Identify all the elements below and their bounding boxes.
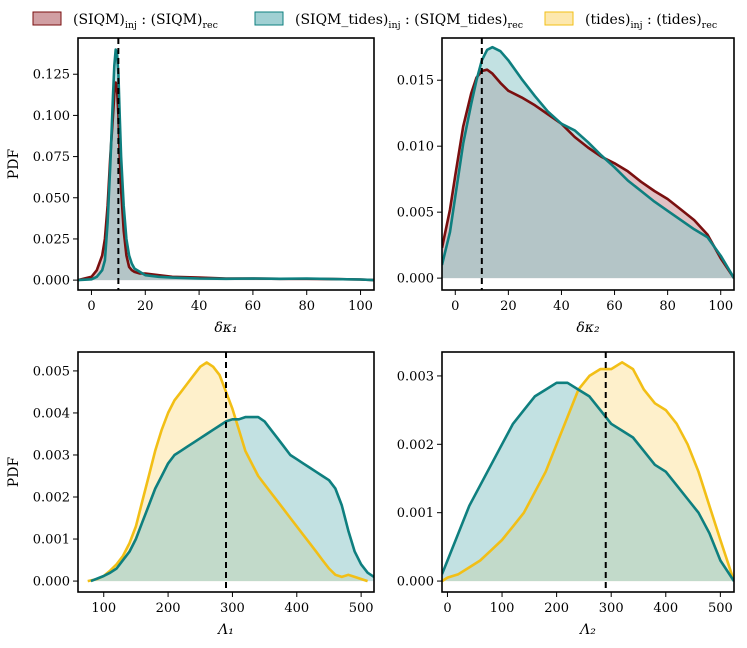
axes-frame: [441, 37, 735, 291]
density-fill-siqm_tides: [78, 49, 374, 281]
x-tick-label: 300: [220, 601, 245, 616]
y-tick-label: 0.010: [397, 140, 434, 155]
x-tick-label: 60: [245, 299, 262, 314]
panel-dk2: 0 20 40 60 80 100 0.000 0.005 0.010 0.015 δκ₂: [397, 37, 735, 336]
y-tick-label: 0.000: [33, 274, 70, 289]
legend-swatch-siqm: [32, 11, 62, 26]
legend-entry-siqm_tides: (SIQM_tides)inj : (SIQM_tides)rec: [254, 11, 523, 31]
plot-area: [87, 361, 374, 583]
density-line-tides: [442, 361, 734, 583]
x-tick-label: 100: [348, 299, 373, 314]
panel-dk1: 0 20 40 60 80 100 0.000 0.025 0.050 0.075 0.100 0.1…: [6, 37, 375, 336]
y-tick-label: 0.100: [33, 109, 70, 124]
axes-frame: [77, 37, 375, 291]
x-axis-label: Λ₁: [216, 622, 234, 638]
y-axis-label: PDF: [6, 457, 22, 488]
density-fill-siqm_tides: [90, 417, 374, 582]
y-tick-label: 0.005: [33, 364, 70, 379]
legend-label-siqm_tides: (SIQM_tides)inj : (SIQM_tides)rec: [295, 12, 523, 31]
y-tick-label: 0.002: [33, 491, 70, 506]
x-tick-label: 400: [653, 601, 678, 616]
density-fill-siqm_tides: [442, 47, 734, 279]
axes-frame: [441, 351, 735, 593]
y-tick-label: 0.050: [33, 191, 70, 206]
x-tick-label: 100: [490, 601, 515, 616]
x-tick-label: 60: [606, 299, 623, 314]
x-tick-label: 200: [544, 601, 569, 616]
density-line-tides: [87, 361, 368, 583]
density-line-siqm_tides: [90, 415, 374, 583]
legend-label-tides: (tides)inj : (tides)rec: [585, 12, 717, 31]
x-tick-label: 400: [284, 601, 309, 616]
y-tick-label: 0.000: [397, 575, 434, 590]
y-tick-label: 0.000: [33, 575, 70, 590]
x-tick-label: 500: [708, 601, 733, 616]
y-axis-label: PDF: [6, 149, 22, 180]
x-tick-label: 40: [553, 299, 570, 314]
y-tick-label: 0.075: [33, 150, 70, 165]
x-axis-label: δκ₁: [214, 320, 237, 336]
plot-area: [442, 361, 734, 583]
y-tick-label: 0.001: [397, 506, 434, 521]
legend: (SIQM)inj : (SIQM)rec (SIQM_tides)inj : (…: [32, 11, 717, 31]
x-tick-label: 100: [91, 601, 116, 616]
density-line-siqm_tides: [78, 48, 374, 282]
plot-area: [78, 48, 374, 282]
x-tick-label: 40: [191, 299, 208, 314]
axes-frame: [77, 351, 375, 593]
x-tick-label: 300: [599, 601, 624, 616]
density-line-siqm_tides: [442, 381, 734, 582]
y-tick-label: 0.001: [33, 533, 70, 548]
panels: 0 20 40 60 80 100 0.000 0.025 0.050 0.075 0.100 0.1…: [6, 37, 735, 638]
y-tick-label: 0.000: [397, 272, 434, 287]
x-axis-label: Λ₂: [578, 622, 596, 638]
panel-L1: 100 200 300 400 500 0.000 0.001 0.002 0.003 0.004…: [6, 351, 375, 638]
x-tick-label: 200: [156, 601, 181, 616]
panel-L2: 0 100 200 300 400 500 0.000 0.001 0.002 0.003 Λ₂: [397, 351, 735, 638]
x-tick-label: 20: [500, 299, 517, 314]
x-tick-label: 100: [708, 299, 733, 314]
legend-swatch-tides: [544, 11, 574, 26]
legend-entry-tides: (tides)inj : (tides)rec: [544, 11, 717, 31]
y-tick-label: 0.125: [33, 68, 70, 83]
legend-entry-siqm: (SIQM)inj : (SIQM)rec: [32, 11, 218, 31]
x-tick-label: 0: [443, 601, 451, 616]
density-fill-siqm_tides: [442, 382, 734, 582]
y-tick-label: 0.003: [33, 448, 70, 463]
x-tick-label: 20: [137, 299, 154, 314]
x-tick-label: 80: [298, 299, 315, 314]
density-line-siqm_tides: [442, 45, 734, 279]
y-tick-label: 0.004: [33, 406, 70, 421]
legend-swatch-siqm_tides: [254, 11, 284, 26]
y-tick-label: 0.002: [397, 438, 434, 453]
plot-area: [442, 45, 734, 279]
x-axis-label: δκ₂: [576, 320, 600, 336]
y-tick-label: 0.005: [397, 206, 434, 221]
x-tick-label: 500: [349, 601, 374, 616]
y-tick-label: 0.025: [33, 232, 70, 247]
x-tick-label: 80: [659, 299, 676, 314]
x-tick-label: 0: [87, 299, 95, 314]
x-tick-label: 0: [451, 299, 459, 314]
y-tick-label: 0.015: [397, 74, 434, 89]
y-tick-label: 0.003: [397, 369, 434, 384]
legend-label-siqm: (SIQM)inj : (SIQM)rec: [73, 12, 218, 31]
